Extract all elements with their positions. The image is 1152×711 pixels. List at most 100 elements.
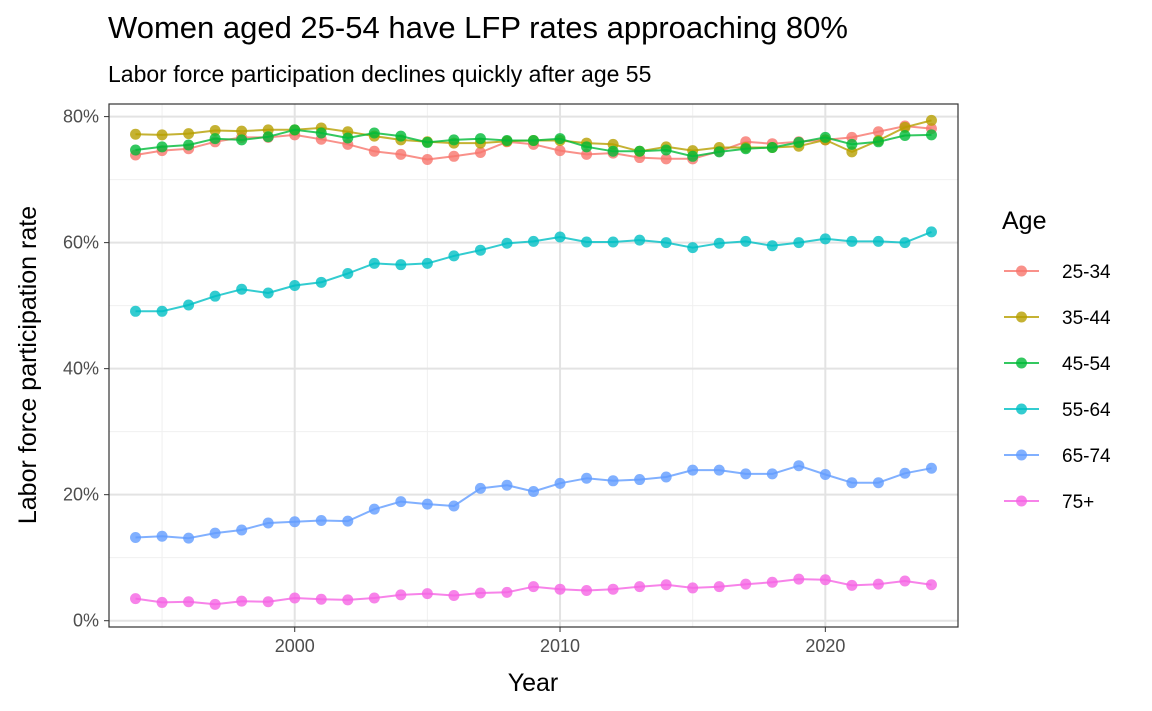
data-point <box>687 464 699 476</box>
data-point <box>289 279 301 291</box>
data-point <box>581 472 593 484</box>
data-point <box>925 226 937 238</box>
data-point <box>448 250 460 262</box>
data-point <box>236 125 248 137</box>
data-point <box>846 579 858 591</box>
data-point <box>607 583 619 595</box>
data-point <box>315 515 327 527</box>
data-point <box>554 477 566 489</box>
legend-key-point <box>1016 265 1027 277</box>
data-point <box>130 532 142 544</box>
data-point <box>846 138 858 150</box>
data-point <box>872 578 884 590</box>
data-point <box>368 145 380 157</box>
data-point <box>421 136 433 148</box>
data-point <box>421 498 433 510</box>
data-point <box>289 124 301 136</box>
data-point <box>315 593 327 605</box>
data-point <box>368 503 380 515</box>
data-point <box>713 581 725 593</box>
data-point <box>925 462 937 474</box>
data-point <box>554 231 566 243</box>
data-point <box>660 471 672 483</box>
data-point <box>660 579 672 591</box>
data-point <box>130 144 142 156</box>
data-point <box>262 287 274 299</box>
data-point <box>474 133 486 145</box>
legend-key-point <box>1016 403 1027 415</box>
legend-label: 75+ <box>1062 492 1094 513</box>
data-point <box>130 305 142 317</box>
data-point <box>262 131 274 143</box>
x-tick-label: 2010 <box>540 636 580 656</box>
data-point <box>236 134 248 146</box>
data-point <box>925 114 937 126</box>
data-point <box>766 576 778 588</box>
data-point <box>740 468 752 480</box>
data-point <box>209 527 221 539</box>
data-point <box>634 581 646 593</box>
data-point <box>634 474 646 486</box>
data-point <box>713 464 725 476</box>
data-point <box>925 129 937 141</box>
data-point <box>501 586 513 598</box>
data-point <box>209 124 221 136</box>
x-tick-label: 2020 <box>805 636 845 656</box>
data-point <box>342 594 354 606</box>
legend-key-point <box>1016 449 1027 461</box>
data-point <box>289 516 301 528</box>
data-point <box>766 240 778 252</box>
data-point <box>289 592 301 604</box>
data-point <box>448 150 460 162</box>
data-point <box>581 584 593 596</box>
data-point <box>740 143 752 155</box>
data-point <box>607 145 619 157</box>
data-point <box>395 148 407 160</box>
data-point <box>660 144 672 156</box>
legend-label: 25-34 <box>1062 262 1111 283</box>
data-point <box>872 136 884 148</box>
legend-item: 35-44 <box>1004 308 1111 329</box>
data-point <box>846 235 858 247</box>
data-point <box>156 305 168 317</box>
data-point <box>528 581 539 593</box>
legend-key-point <box>1016 495 1027 507</box>
data-point <box>315 276 327 288</box>
data-point <box>262 596 274 608</box>
data-point <box>448 589 460 601</box>
chart-subtitle: Labor force participation declines quick… <box>108 61 651 87</box>
data-point <box>421 153 433 165</box>
data-point <box>554 145 566 157</box>
data-point <box>183 299 195 311</box>
data-point <box>395 496 407 508</box>
data-point <box>554 133 566 145</box>
plot-border <box>108 103 959 628</box>
data-point <box>474 482 486 494</box>
data-point <box>554 583 566 595</box>
series-45-54 <box>130 124 937 162</box>
data-point <box>740 235 752 247</box>
grid-minor <box>109 104 958 627</box>
data-point <box>501 135 513 147</box>
data-point <box>209 290 221 302</box>
y-tick-label: 80% <box>63 107 99 127</box>
data-point <box>342 268 354 280</box>
data-point <box>342 132 354 144</box>
data-point <box>130 593 142 605</box>
legend-item: 75+ <box>1004 492 1094 513</box>
series-55-64 <box>130 226 937 317</box>
data-point <box>368 127 380 139</box>
legend-item: 25-34 <box>1004 262 1111 283</box>
series-75+ <box>130 573 937 610</box>
data-point <box>236 283 248 295</box>
legend-item: 55-64 <box>1004 400 1111 421</box>
data-point <box>156 596 168 608</box>
data-point <box>634 145 646 157</box>
data-point <box>501 237 513 249</box>
y-tick-label: 0% <box>73 611 99 631</box>
data-point <box>925 579 937 591</box>
data-point <box>581 141 593 153</box>
data-point <box>528 235 539 247</box>
y-axis-title: Labor force participation rate <box>14 206 42 524</box>
data-point <box>368 257 380 269</box>
